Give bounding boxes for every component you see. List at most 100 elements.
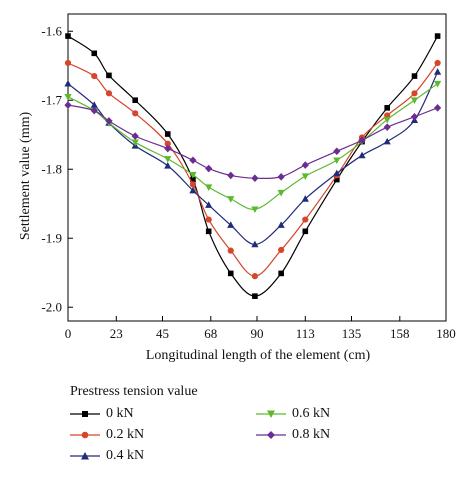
y-tick-label: -1.9 bbox=[41, 231, 62, 246]
y-tick-label: -1.7 bbox=[41, 93, 62, 108]
data-point-0-8-kn bbox=[251, 174, 259, 182]
settlement-chart: 0 23 45 68 90 113 135 158 180 -1.6 -1.7 -1.8 -1.9 -2.… bbox=[18, 13, 456, 363]
data-point-0-2-kn bbox=[189, 181, 197, 188]
data-point-0-6-kn bbox=[251, 206, 259, 214]
data-point-0-6-kn bbox=[410, 97, 419, 105]
data-point-0-4-kn bbox=[358, 151, 366, 159]
data-point-0-2-kn bbox=[251, 273, 258, 280]
data-point-0-kn bbox=[164, 131, 171, 137]
data-point-0-8-kn bbox=[410, 112, 419, 121]
legend-item-0kn: 0 kN bbox=[70, 405, 134, 423]
data-point-0-8-kn bbox=[105, 117, 113, 125]
data-point-0-2-kn bbox=[132, 110, 139, 117]
data-point-0-6-kn bbox=[301, 173, 309, 180]
data-point-0-kn bbox=[132, 97, 138, 104]
data-point-0-8-kn bbox=[301, 161, 309, 169]
y-tick-label: -1.8 bbox=[41, 162, 62, 177]
series-0-8-kn bbox=[64, 101, 442, 182]
data-point-0-kn bbox=[65, 33, 71, 39]
data-point-0-kn bbox=[252, 293, 258, 299]
data-point-0-kn bbox=[411, 73, 418, 79]
data-point-0-6-kn bbox=[383, 116, 391, 124]
data-point-0-4-kn bbox=[90, 101, 98, 108]
data-point-0-kn bbox=[91, 50, 98, 57]
data-point-0-6-kn bbox=[164, 156, 172, 163]
data-point-0-6-kn bbox=[227, 196, 235, 203]
data-point-0-4-kn bbox=[277, 221, 285, 228]
legend-label-0-8kn: 0.8 kN bbox=[292, 427, 331, 442]
axes: 0 23 45 68 90 113 135 158 180 -1.6 -1.7 -1.8 -1.9 -2.… bbox=[41, 13, 456, 341]
legend-item-0-6kn: 0.6 kN bbox=[256, 405, 330, 423]
data-point-0-4-kn bbox=[164, 161, 172, 169]
data-point-0-2-kn bbox=[105, 90, 113, 97]
legend-label-0kn: 0 kN bbox=[106, 406, 134, 421]
data-point-0-2-kn bbox=[64, 59, 72, 67]
data-point-0-8-kn bbox=[64, 101, 72, 109]
data-point-0-kn bbox=[434, 33, 441, 39]
x-tick-label: 0 bbox=[65, 326, 72, 341]
legend-swatch-0-6kn bbox=[256, 410, 286, 418]
data-point-0-6-kn bbox=[64, 93, 72, 101]
legend-label-0-6kn: 0.6 kN bbox=[292, 406, 331, 421]
series-0-2-kn bbox=[64, 59, 441, 280]
data-point-0-kn bbox=[106, 72, 112, 79]
data-point-0-6-kn bbox=[277, 189, 285, 197]
data-point-0-2-kn bbox=[302, 216, 309, 223]
data-point-0-4-kn bbox=[383, 137, 391, 145]
data-point-0-4-kn bbox=[251, 240, 259, 248]
legend-item-0-8kn: 0.8 kN bbox=[256, 426, 330, 444]
legend-swatch-0-4kn bbox=[70, 452, 100, 460]
data-point-0-8-kn bbox=[205, 164, 213, 173]
data-point-0-4-kn bbox=[434, 68, 442, 75]
data-point-0-8-kn bbox=[277, 173, 285, 181]
data-point-0-8-kn bbox=[227, 171, 235, 180]
data-point-0-8-kn bbox=[333, 147, 341, 156]
x-tick-label: 68 bbox=[204, 326, 217, 341]
data-point-0-4-kn bbox=[189, 186, 197, 194]
legend: Prestress tension value 0 kN 0.2 kN 0.4 … bbox=[70, 384, 470, 474]
legend-swatch-0kn bbox=[70, 411, 100, 417]
series-0-4-kn bbox=[64, 68, 442, 248]
data-point-0-2-kn bbox=[411, 90, 418, 97]
data-point-0-8-kn bbox=[189, 156, 197, 165]
series-group bbox=[64, 33, 442, 299]
data-point-0-kn bbox=[205, 228, 212, 235]
data-point-0-kn bbox=[334, 176, 340, 183]
data-point-0-8-kn bbox=[90, 106, 98, 115]
series-line-0-6-kn bbox=[67, 83, 438, 210]
x-tick-label: 180 bbox=[436, 326, 456, 341]
series-0-kn bbox=[65, 33, 441, 299]
x-tick-label: 90 bbox=[251, 326, 264, 341]
data-point-0-kn bbox=[278, 270, 284, 277]
legend-title: Prestress tension value bbox=[70, 384, 198, 399]
y-axis-label: Settlement value (mm) bbox=[18, 112, 33, 241]
x-tick-label: 23 bbox=[110, 326, 123, 341]
data-point-0-4-kn bbox=[333, 169, 341, 177]
series-line-0-2-kn bbox=[67, 62, 439, 277]
data-point-0-6-kn bbox=[205, 184, 213, 191]
legend-item-0-2kn: 0.2 kN bbox=[70, 426, 144, 444]
series-0-6-kn bbox=[64, 80, 442, 214]
x-tick-label: 135 bbox=[342, 326, 362, 341]
data-point-0-kn bbox=[227, 270, 234, 277]
x-axis-label: Longitudinal length of the element (cm) bbox=[146, 348, 371, 363]
data-point-0-kn bbox=[302, 228, 309, 235]
data-point-0-8-kn bbox=[383, 123, 391, 131]
x-tick-label: 158 bbox=[390, 326, 410, 341]
legend-label-0-2kn: 0.2 kN bbox=[106, 427, 145, 442]
data-point-0-2-kn bbox=[278, 246, 285, 254]
data-point-0-8-kn bbox=[131, 132, 139, 140]
data-point-0-4-kn bbox=[64, 79, 72, 87]
y-tick-label: -2.0 bbox=[41, 300, 62, 315]
data-point-0-2-kn bbox=[434, 59, 441, 67]
data-point-0-kn bbox=[384, 105, 390, 111]
data-point-0-2-kn bbox=[164, 140, 171, 147]
data-point-0-4-kn bbox=[205, 201, 213, 208]
data-point-0-kn bbox=[190, 176, 196, 183]
data-point-0-8-kn bbox=[164, 144, 172, 153]
data-point-0-2-kn bbox=[91, 72, 98, 80]
series-line-0-kn bbox=[67, 35, 439, 297]
legend-swatch-0-2kn bbox=[70, 431, 100, 439]
x-tick-label: 113 bbox=[296, 326, 315, 341]
data-point-0-6-kn bbox=[189, 171, 197, 179]
